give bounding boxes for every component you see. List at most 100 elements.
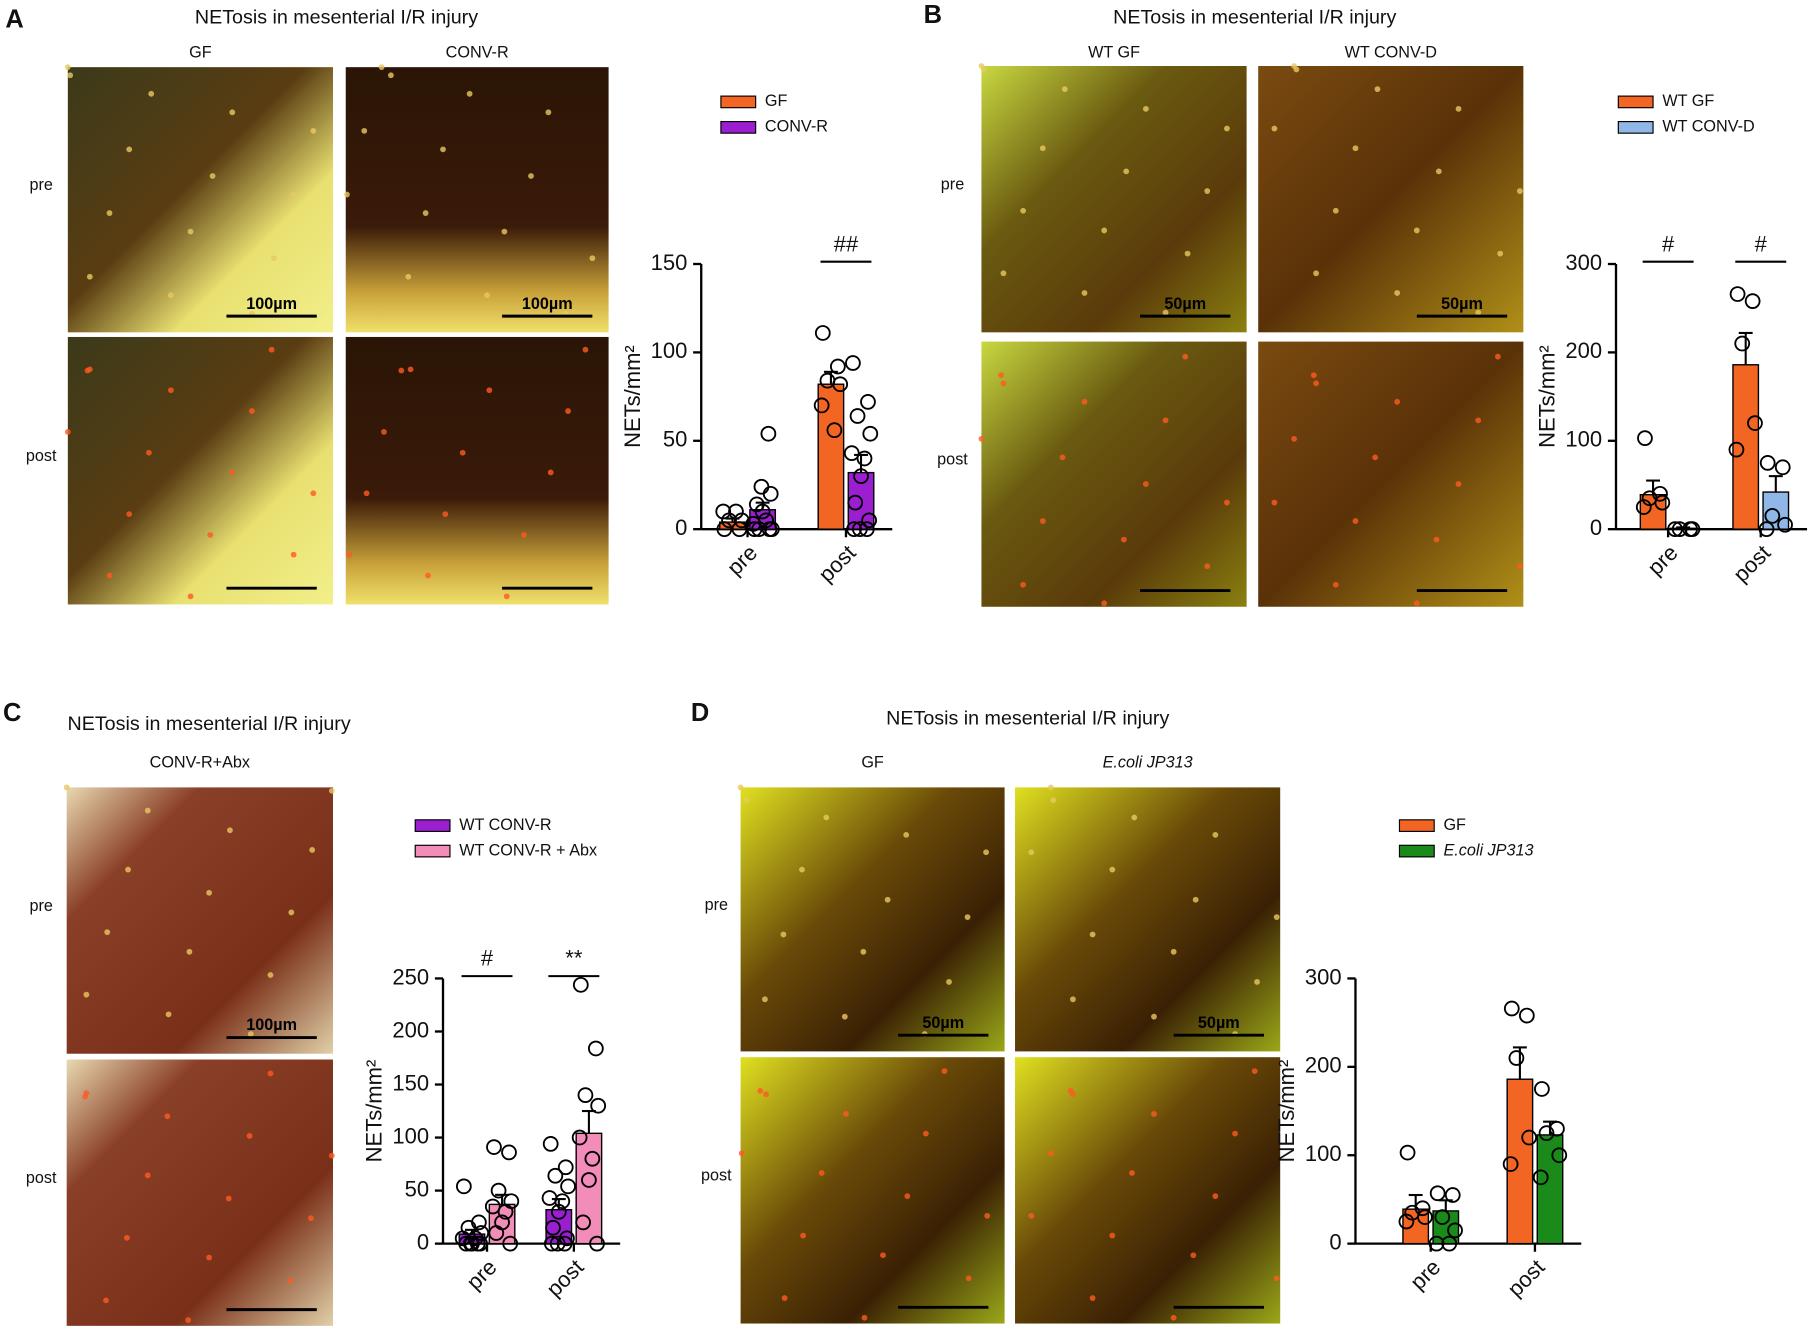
fluorescent-spot <box>1039 518 1046 524</box>
data-point <box>1759 455 1776 471</box>
data-point <box>748 496 765 513</box>
data-point <box>1774 459 1791 476</box>
micrograph <box>981 66 1247 333</box>
fluorescent-spot <box>1109 1232 1116 1239</box>
data-point <box>1667 521 1683 538</box>
x-tick-label: post <box>541 1254 588 1301</box>
fluorescent-spot <box>983 849 989 856</box>
data-point <box>550 1203 567 1220</box>
data-point <box>1637 430 1653 447</box>
data-point <box>716 521 733 538</box>
fluorescent-spot <box>206 889 212 896</box>
micrograph <box>981 341 1247 607</box>
data-point <box>1671 521 1688 538</box>
data-point <box>1549 1120 1565 1137</box>
fluorescent-spot <box>185 1317 192 1323</box>
data-point <box>1428 1235 1445 1252</box>
data-point <box>753 478 770 495</box>
fluorescent-spot <box>106 572 113 579</box>
fluorescent-spot <box>1089 931 1096 938</box>
fluorescent-spot <box>310 127 317 134</box>
fluorescent-spot <box>309 847 316 853</box>
scale-bar-label: 50µm <box>1441 295 1483 313</box>
image-row-label: pre <box>941 176 964 194</box>
fluorescent-spot <box>1204 188 1211 194</box>
data-point <box>856 450 873 467</box>
fluorescent-spot <box>267 972 274 978</box>
fluorescent-spot <box>288 909 295 916</box>
scale-bar-label: 100µm <box>246 1016 297 1034</box>
data-point <box>829 358 846 375</box>
y-tick-label: 50 <box>663 427 687 452</box>
fluorescent-spot <box>1048 1150 1054 1157</box>
data-point <box>571 1129 588 1146</box>
fluorescent-spot <box>1212 831 1219 838</box>
data-point <box>488 1225 505 1241</box>
fluorescent-spot <box>125 866 131 873</box>
fluorescent-spot <box>144 1172 151 1179</box>
fluorescent-spot <box>422 210 429 216</box>
fluorescent-spot <box>1455 105 1462 112</box>
data-point <box>853 468 869 485</box>
data-point <box>581 1172 597 1188</box>
data-point <box>584 1150 601 1167</box>
legend-label: WT CONV-D <box>1662 118 1754 136</box>
legend-swatch <box>1617 95 1654 109</box>
data-point <box>462 1235 479 1252</box>
image-column-label: CONV-R <box>446 44 509 62</box>
fluorescent-spot <box>486 387 493 394</box>
data-point <box>832 376 849 393</box>
image-row-label: post <box>26 447 57 465</box>
y-tick-label: 0 <box>417 1229 429 1254</box>
y-tick-label: 150 <box>651 250 688 275</box>
micrograph <box>67 67 334 333</box>
legend-swatch <box>1398 844 1435 858</box>
data-point <box>543 1235 560 1252</box>
fluorescent-spot <box>978 435 985 442</box>
data-point <box>851 521 868 538</box>
fluorescent-spot <box>1273 1275 1280 1282</box>
fluorescent-spot <box>582 346 589 353</box>
fluorescent-spot <box>63 784 70 791</box>
fluorescent-spot <box>1394 398 1401 405</box>
fluorescent-spot <box>1352 145 1359 152</box>
fluorescent-spot <box>1455 481 1462 487</box>
fluorescent-spot <box>1129 1170 1135 1176</box>
data-point <box>590 1097 607 1114</box>
data-point <box>560 1178 576 1195</box>
fluorescent-spot <box>1313 270 1319 277</box>
scale-bar-label: 50µm <box>1198 1014 1240 1032</box>
fluorescent-spot <box>884 896 891 903</box>
fluorescent-spot <box>459 449 466 456</box>
bar <box>817 383 845 530</box>
y-tick-label: 100 <box>392 1123 429 1148</box>
fluorescent-spot <box>818 1170 825 1176</box>
data-point <box>1729 286 1746 302</box>
y-tick-label: 0 <box>675 515 687 540</box>
data-point <box>502 1235 519 1252</box>
fluorescent-spot <box>1101 227 1108 234</box>
data-point <box>813 397 830 414</box>
data-point <box>728 503 744 520</box>
y-tick-label: 250 <box>392 964 429 989</box>
fluorescent-spot <box>165 1011 172 1018</box>
fluorescent-spot <box>1516 563 1523 570</box>
micrograph <box>66 1059 334 1326</box>
bar <box>1732 364 1760 530</box>
data-point <box>1502 1156 1519 1172</box>
data-point <box>849 408 866 424</box>
image-row-label: post <box>937 451 968 469</box>
fluorescent-spot <box>763 1091 769 1098</box>
data-point <box>547 1167 564 1184</box>
fluorescent-spot <box>344 191 350 198</box>
fluorescent-spot <box>1192 896 1199 903</box>
panel-letter: D <box>691 699 709 727</box>
fluorescent-spot <box>1000 270 1007 277</box>
data-point <box>501 1144 517 1161</box>
data-point <box>490 1182 507 1199</box>
fluorescent-spot <box>1142 105 1149 112</box>
fluorescent-spot <box>738 1150 745 1157</box>
legend-swatch <box>720 95 757 109</box>
fluorescent-spot <box>757 1087 764 1094</box>
data-point <box>1441 1235 1458 1252</box>
